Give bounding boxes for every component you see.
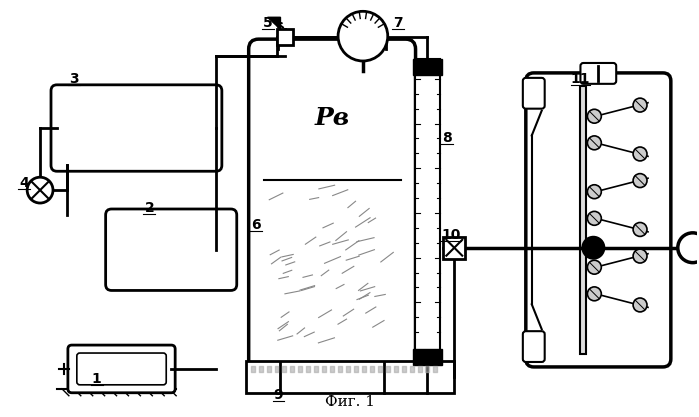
Circle shape — [633, 298, 647, 312]
Bar — [443, 237, 466, 259]
Bar — [263, 181, 402, 354]
Polygon shape — [268, 17, 280, 29]
FancyBboxPatch shape — [68, 345, 175, 393]
Text: Фиг. 1: Фиг. 1 — [325, 394, 375, 409]
Text: 9: 9 — [274, 388, 283, 402]
Text: 2: 2 — [145, 201, 154, 215]
Text: 4: 4 — [20, 176, 29, 190]
Circle shape — [27, 177, 53, 203]
Circle shape — [633, 249, 647, 263]
Circle shape — [338, 11, 388, 61]
FancyBboxPatch shape — [106, 209, 237, 291]
Text: 5: 5 — [263, 16, 273, 30]
Circle shape — [633, 173, 647, 188]
FancyBboxPatch shape — [523, 78, 545, 109]
FancyBboxPatch shape — [526, 73, 671, 367]
FancyBboxPatch shape — [249, 39, 416, 372]
Text: 11: 11 — [570, 72, 590, 86]
Circle shape — [678, 233, 699, 263]
Circle shape — [633, 223, 647, 236]
Circle shape — [587, 185, 601, 198]
Circle shape — [633, 147, 647, 161]
Text: Pв: Pв — [315, 106, 350, 130]
Bar — [245, 361, 454, 393]
Circle shape — [587, 211, 601, 225]
Text: 1: 1 — [92, 372, 101, 386]
Circle shape — [582, 237, 605, 259]
Circle shape — [587, 136, 601, 150]
Bar — [415, 59, 440, 365]
Text: 10: 10 — [442, 228, 461, 242]
FancyBboxPatch shape — [523, 331, 545, 362]
Bar — [580, 86, 586, 354]
Text: 7: 7 — [393, 16, 403, 30]
FancyBboxPatch shape — [77, 353, 166, 385]
Circle shape — [633, 98, 647, 112]
Text: 3: 3 — [69, 72, 79, 86]
Bar — [417, 166, 438, 349]
Bar — [278, 29, 294, 45]
Text: 8: 8 — [442, 131, 452, 146]
Text: 6: 6 — [251, 218, 261, 232]
Bar — [412, 349, 442, 365]
Bar — [412, 59, 442, 75]
Circle shape — [587, 109, 601, 123]
Circle shape — [587, 287, 601, 301]
FancyBboxPatch shape — [51, 85, 222, 171]
FancyBboxPatch shape — [580, 63, 617, 84]
Circle shape — [587, 260, 601, 274]
